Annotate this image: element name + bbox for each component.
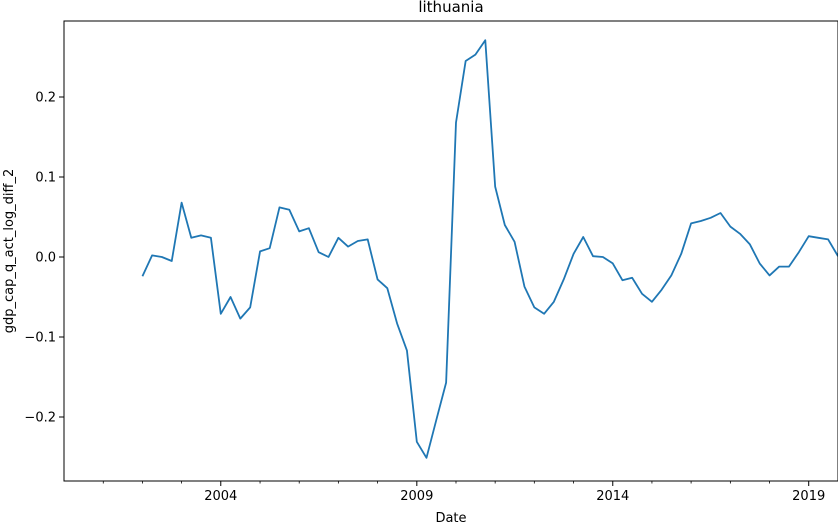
x-tick-label: 2009 <box>400 489 433 504</box>
y-tick-label: −0.2 <box>24 411 56 426</box>
y-axis: −0.2 −0.1 0.0 0.1 0.2 <box>24 91 64 426</box>
x-axis: 2004 2009 2014 2019 <box>102 481 825 504</box>
x-tick-label: 2004 <box>204 489 237 504</box>
x-tick-label: 2019 <box>792 489 825 504</box>
plot-frame <box>63 20 838 482</box>
series-line <box>141 39 838 459</box>
x-axis-title: Date <box>435 511 466 525</box>
chart-title: lithuania <box>418 0 483 16</box>
y-tick-label: −0.1 <box>24 331 56 346</box>
y-tick-label: 0.2 <box>35 91 56 106</box>
y-tick-label: 0.1 <box>35 171 56 186</box>
y-tick-label: 0.0 <box>35 251 56 266</box>
x-tick-label: 2014 <box>596 489 629 504</box>
series-layer <box>141 39 838 459</box>
y-axis-title: gdp_cap_q_act_log_diff_2 <box>2 169 17 334</box>
